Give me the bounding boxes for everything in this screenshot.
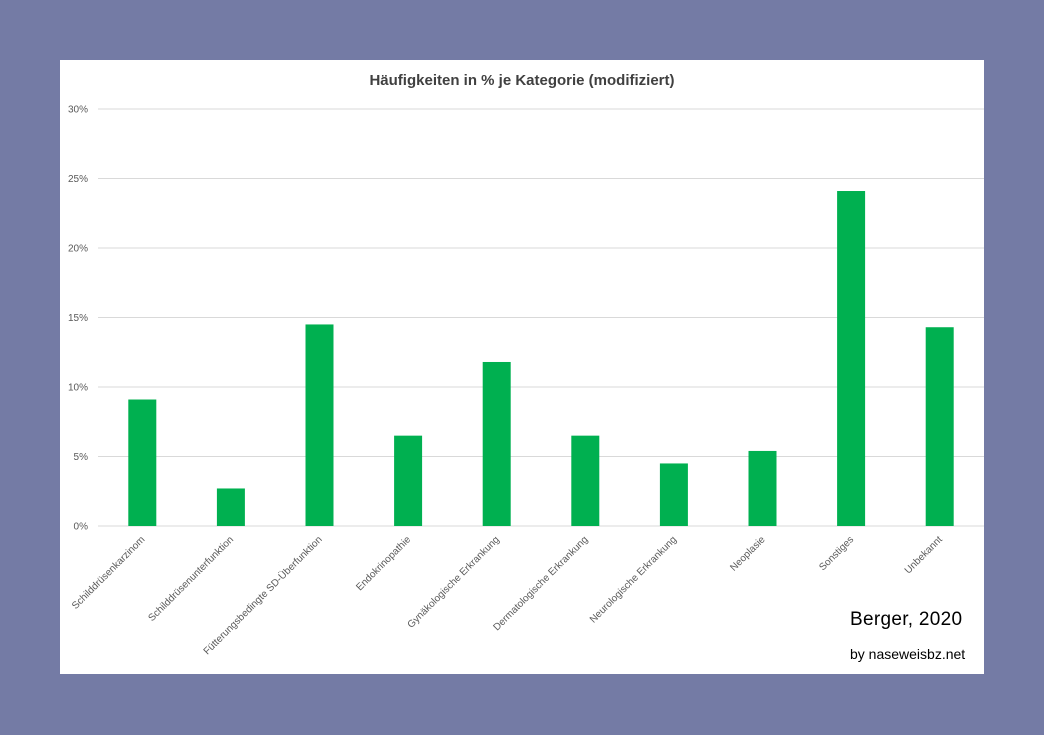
gridlines — [98, 108, 984, 527]
x-tick-label: Dermatologische Erkrankung — [491, 534, 590, 633]
bars — [128, 191, 954, 526]
x-tick-label: Endokrinopathie — [354, 534, 413, 593]
x-tick-label: Schilddrüsenunterfunktion — [146, 534, 236, 624]
bar — [571, 435, 600, 526]
y-tick-label: 5% — [74, 452, 89, 463]
y-tick-label: 25% — [68, 174, 88, 185]
bar — [482, 361, 511, 526]
chart-panel: Häufigkeiten in % je Kategorie (modifizi… — [60, 60, 984, 674]
bar — [216, 488, 245, 526]
y-tick-label: 15% — [68, 313, 88, 324]
bar — [659, 463, 688, 526]
y-axis-ticks: 0% 5% 10% 15% 20% 25% 30% — [68, 105, 88, 533]
bar — [128, 399, 157, 526]
x-tick-label: Neoplasie — [728, 534, 768, 574]
y-tick-label: 0% — [74, 522, 89, 533]
bar-chart: 0% 5% 10% 15% 20% 25% 30% Schilddrüsenkarzinom… — [68, 105, 984, 658]
bar — [748, 450, 777, 526]
x-tick-label: Unbekannt — [903, 534, 945, 576]
bar — [305, 324, 334, 526]
bar — [925, 327, 954, 526]
x-tick-label: Sonstiges — [817, 534, 856, 573]
y-tick-label: 10% — [68, 383, 88, 394]
credit-site: by naseweisbz.net — [850, 646, 966, 662]
x-tick-label: Neurologische Erkrankung — [588, 534, 679, 625]
x-tick-label: Schilddrüsenkarzinom — [70, 534, 147, 611]
credit-author: Berger, 2020 — [850, 609, 963, 630]
x-axis-ticks: Schilddrüsenkarzinom Schilddrüsenunterfun… — [70, 534, 945, 658]
x-tick-label: Gynäkologische Erkrankung — [406, 534, 502, 630]
bar — [837, 191, 866, 526]
y-tick-label: 30% — [68, 105, 88, 116]
chart-title: Häufigkeiten in % je Kategorie (modifizi… — [369, 72, 675, 89]
y-tick-label: 20% — [68, 244, 88, 255]
bar — [394, 435, 423, 526]
